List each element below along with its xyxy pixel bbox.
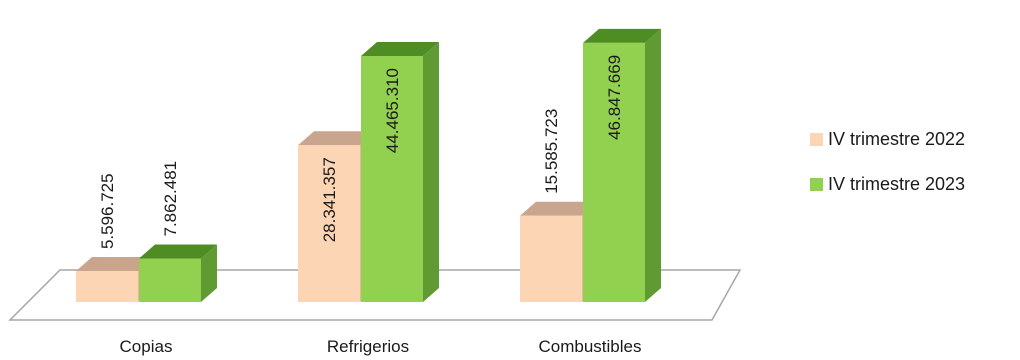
data-label: 46.847.669 [605, 55, 624, 140]
bar-front [520, 216, 582, 302]
category-labels: Copias Refrigerios Combustibles [120, 337, 642, 356]
legend-swatch [810, 133, 823, 146]
legend: IV trimestre 2022 IV trimestre 2023 [810, 129, 965, 194]
legend-label: IV trimestre 2023 [828, 174, 965, 194]
bar-side [423, 42, 439, 302]
legend-swatch [810, 178, 823, 191]
legend-label: IV trimestre 2022 [828, 129, 965, 149]
bar-group: 5.596.725 7.862.481 28.341.357 44.465.310 15… [76, 29, 661, 302]
data-label: 5.596.725 [98, 173, 117, 249]
category-label: Combustibles [539, 337, 642, 356]
data-label: 28.341.357 [320, 157, 339, 242]
data-label: 7.862.481 [161, 161, 180, 237]
bar-front [139, 259, 201, 302]
bar-side [645, 29, 661, 302]
category-label: Copias [120, 337, 173, 356]
bar-front [76, 271, 138, 302]
bar-2023-copias [139, 245, 217, 302]
category-label: Refrigerios [327, 337, 409, 356]
data-label: 44.465.310 [383, 68, 402, 153]
data-label: 15.585.723 [542, 109, 561, 194]
